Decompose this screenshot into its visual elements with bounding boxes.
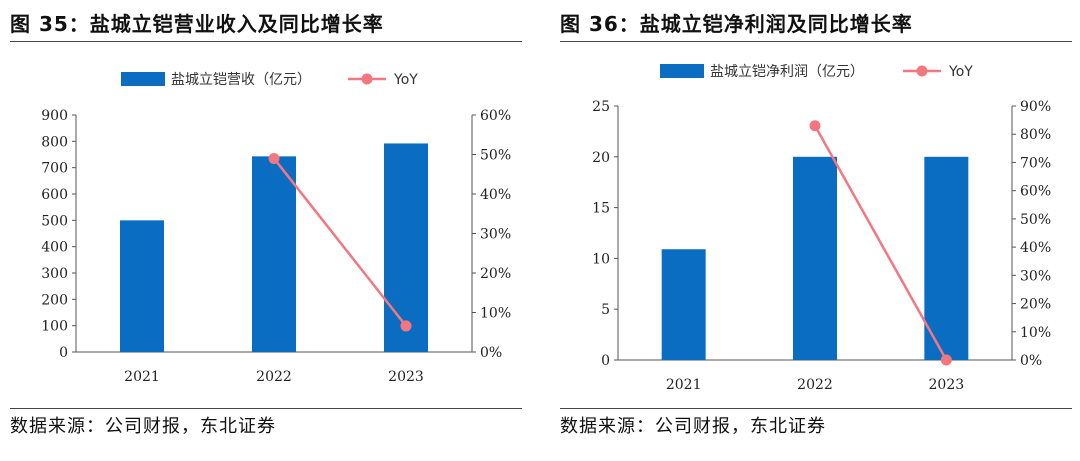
yoy-line bbox=[273, 157, 407, 327]
legend-line-marker bbox=[916, 65, 928, 77]
right-tick-label: 30% bbox=[1020, 268, 1051, 284]
right-tick-label: 80% bbox=[1020, 127, 1051, 143]
right-tick-label: 50% bbox=[480, 148, 511, 164]
figure-36-top-rule bbox=[560, 41, 1072, 42]
left-tick-label: 0 bbox=[601, 353, 610, 369]
figure-36-chart: 0 5 10 15 20 25 0% 10% 20% 30% 40% 50% 60% 70% 80% 90% 2… bbox=[592, 64, 1051, 393]
right-tick-label: 50% bbox=[1020, 212, 1051, 228]
figure-35-title: 图 35：盐城立铠营业收入及同比增长率 bbox=[10, 12, 384, 36]
right-tick-label: 30% bbox=[480, 227, 511, 243]
left-tick-label: 500 bbox=[41, 213, 68, 229]
right-tick-label: 70% bbox=[1020, 155, 1051, 171]
revenue-bar bbox=[252, 156, 296, 352]
left-tick-label: 700 bbox=[41, 161, 68, 177]
left-tick-label: 100 bbox=[41, 319, 68, 335]
yoy-line bbox=[813, 125, 948, 361]
legend-bar-label: 盐城立铠净利润（亿元） bbox=[710, 64, 864, 80]
revenue-bar bbox=[793, 156, 837, 360]
x-tick-label: 2023 bbox=[388, 369, 424, 385]
figure-36-bottom-rule bbox=[560, 408, 1072, 409]
left-tick-label: 25 bbox=[592, 99, 610, 115]
revenue-bar bbox=[384, 143, 428, 352]
left-tick-label: 400 bbox=[41, 240, 68, 256]
left-tick-label: 300 bbox=[41, 266, 68, 282]
yoy-point bbox=[809, 120, 821, 132]
right-tick-label: 60% bbox=[1020, 184, 1051, 200]
figure-35-source: 数据来源：公司财报，东北证券 bbox=[10, 416, 276, 437]
right-tick-label: 40% bbox=[480, 187, 511, 203]
figure-36-panel: 图 36：盐城立铠净利润及同比增长率 0 5 10 15 20 25 0% 10% 20% 30%… bbox=[560, 0, 1080, 461]
left-tick-label: 900 bbox=[41, 108, 68, 124]
left-tick-label: 200 bbox=[41, 292, 68, 308]
x-tick-label: 2021 bbox=[666, 377, 702, 393]
left-tick-label: 15 bbox=[592, 201, 610, 217]
yoy-point bbox=[940, 354, 952, 366]
revenue-bar bbox=[661, 249, 706, 360]
legend-line-label: YoY bbox=[393, 72, 418, 88]
legend-bar-swatch bbox=[660, 64, 704, 78]
left-tick-label: 5 bbox=[601, 302, 610, 318]
figure-35-chart: 0 100 200 300 400 500 600 700 800 900 0% 10% 20% 30% 4… bbox=[41, 72, 511, 385]
x-tick-label: 2022 bbox=[256, 369, 292, 385]
legend-bar-swatch bbox=[121, 72, 165, 86]
yoy-point bbox=[400, 320, 412, 332]
figure-35-panel: 图 35：盐城立铠营业收入及同比增长率 0 100 200 300 400 500 600 7… bbox=[10, 0, 530, 461]
left-tick-label: 600 bbox=[41, 187, 68, 203]
left-tick-label: 0 bbox=[59, 345, 68, 361]
figure-36-source: 数据来源：公司财报，东北证券 bbox=[560, 416, 826, 437]
x-tick-label: 2023 bbox=[929, 377, 965, 393]
revenue-bar bbox=[924, 156, 969, 360]
revenue-bar bbox=[120, 220, 164, 352]
left-tick-label: 10 bbox=[592, 251, 610, 267]
right-tick-label: 0% bbox=[1020, 353, 1042, 369]
right-tick-label: 10% bbox=[1020, 325, 1051, 341]
figure-35-bottom-rule bbox=[10, 408, 522, 409]
x-tick-label: 2022 bbox=[797, 377, 833, 393]
figure-36-title: 图 36：盐城立铠净利润及同比增长率 bbox=[560, 12, 913, 36]
left-tick-label: 800 bbox=[41, 134, 68, 150]
right-tick-label: 20% bbox=[1020, 297, 1051, 313]
yoy-point bbox=[268, 152, 280, 164]
right-tick-label: 90% bbox=[1020, 99, 1051, 115]
left-tick-label: 20 bbox=[592, 150, 610, 166]
x-tick-label: 2021 bbox=[124, 369, 160, 385]
right-tick-label: 60% bbox=[480, 108, 511, 124]
figure-35-top-rule bbox=[10, 41, 522, 42]
right-tick-label: 20% bbox=[480, 266, 511, 282]
legend-bar-label: 盐城立铠营收（亿元） bbox=[171, 72, 311, 88]
right-tick-label: 0% bbox=[480, 345, 502, 361]
legend-line-marker bbox=[361, 73, 373, 85]
legend-line-label: YoY bbox=[948, 64, 973, 80]
right-tick-label: 40% bbox=[1020, 240, 1051, 256]
right-tick-label: 10% bbox=[480, 306, 511, 322]
